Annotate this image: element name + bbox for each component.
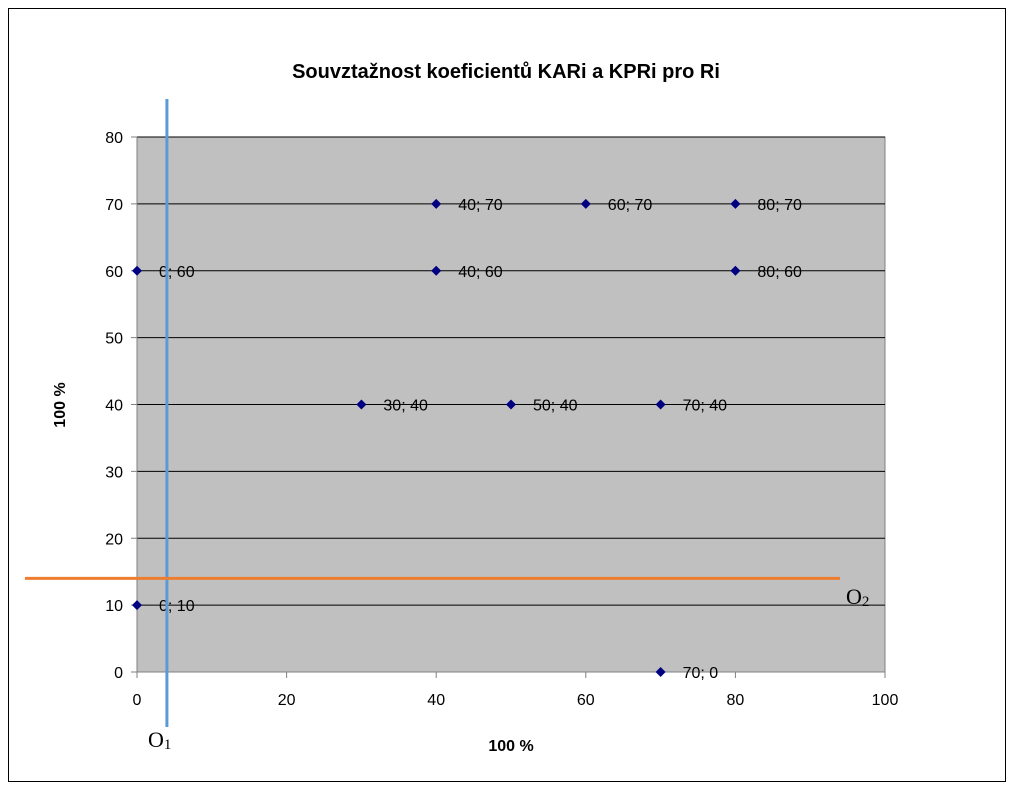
- axes: [131, 136, 886, 678]
- data-point-label: 30; 40: [383, 398, 428, 415]
- data-point-marker: [132, 600, 142, 611]
- y-tick-label: 10: [105, 598, 123, 615]
- x-tick-label: 60: [577, 692, 595, 709]
- y-tick-label: 0: [114, 665, 123, 682]
- y-tick-label: 70: [105, 197, 123, 214]
- data-point-label: 80; 70: [757, 197, 802, 214]
- y-tick-label: 50: [105, 331, 123, 348]
- y-tick-label: 80: [105, 130, 123, 147]
- x-axis-title: 100 %: [488, 738, 533, 755]
- data-point-label: 40; 60: [458, 264, 503, 281]
- y-axis-title: 100 %: [52, 382, 69, 427]
- data-point-label: 60; 70: [608, 197, 653, 214]
- x-tick-label: 40: [427, 692, 445, 709]
- x-tick-label: 20: [278, 692, 296, 709]
- data-point-marker: [655, 399, 666, 410]
- data-point-marker: [655, 667, 666, 677]
- tick-labels: 0 10 20 30 40 50 60 70 80 0 20 40 60 80 100: [105, 130, 898, 709]
- data-point-marker: [730, 198, 741, 209]
- x-tick-label: 80: [727, 692, 745, 709]
- y-tick-label: 20: [105, 531, 123, 548]
- data-point-label: 70; 0: [683, 665, 719, 682]
- data-point-label: 0; 10: [159, 598, 195, 615]
- data-point-label: 40; 70: [458, 197, 503, 214]
- data-point-label: 0; 60: [159, 264, 195, 281]
- y-tick-label: 60: [105, 264, 123, 281]
- data-points: 0; 60 0; 10 30; 40 40; 70 40; 60 50; 40 60; 70…: [132, 197, 802, 682]
- data-point-label: 80; 60: [757, 264, 802, 281]
- y-tick-label: 40: [105, 398, 123, 415]
- y-tick-label: 30: [105, 464, 123, 481]
- data-point-marker: [730, 265, 741, 276]
- data-point-marker: [580, 198, 591, 209]
- data-point-label: 50; 40: [533, 398, 578, 415]
- data-point-label: 70; 40: [683, 398, 728, 415]
- data-point-marker: [431, 198, 442, 209]
- x-tick-label: 0: [133, 692, 142, 709]
- data-point-marker: [132, 265, 142, 276]
- data-point-marker: [356, 399, 367, 410]
- data-point-marker: [506, 399, 516, 410]
- chart-title: Souvztažnost koeficientů KARi a KPRi pro…: [292, 61, 720, 83]
- reference-label-o1: O1: [148, 727, 171, 753]
- gridlines: [137, 136, 885, 606]
- data-point-marker: [431, 265, 442, 276]
- x-tick-label: 100: [872, 692, 899, 709]
